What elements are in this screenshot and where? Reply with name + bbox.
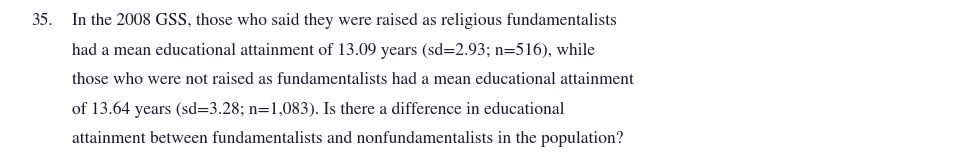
Text: In the 2008 GSS, those who said they were raised as religious fundamentalists: In the 2008 GSS, those who said they wer… [72, 13, 617, 29]
Text: of 13.64 years (sd=3.28; n=1,083). Is there a difference in educational: of 13.64 years (sd=3.28; n=1,083). Is th… [72, 102, 565, 118]
Text: attainment between fundamentalists and nonfundamentalists in the population?: attainment between fundamentalists and n… [72, 131, 624, 147]
Text: had a mean educational attainment of 13.09 years (sd=2.93; n=516), while: had a mean educational attainment of 13.… [72, 43, 596, 59]
Text: 35.: 35. [31, 13, 53, 29]
Text: those who were not raised as fundamentalists had a mean educational attainment: those who were not raised as fundamental… [72, 72, 634, 88]
